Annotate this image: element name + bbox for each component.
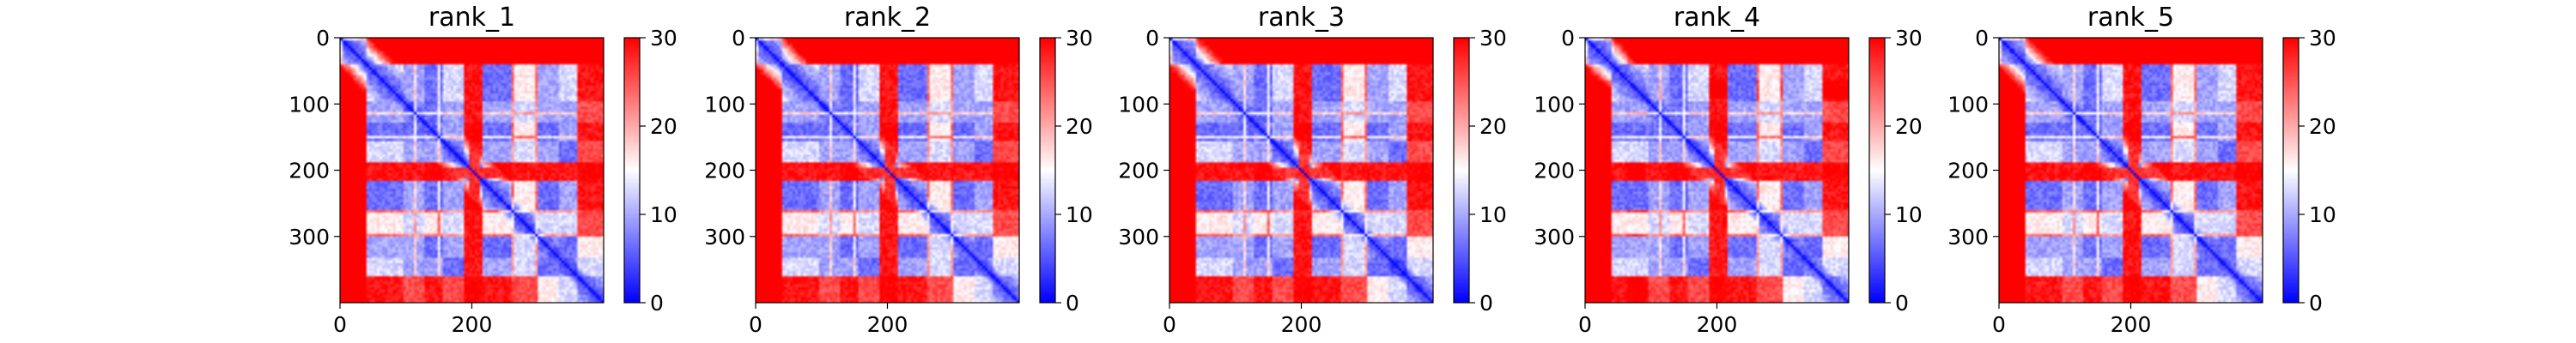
heatmap-image xyxy=(1999,38,2263,303)
colorbar-tick-label: 30 xyxy=(1066,26,1093,51)
colorbar-tick-label: 10 xyxy=(1066,202,1093,227)
heatmap-panel-2: rank_2 0 100 200 300 0 200 0 10 20 30 xyxy=(704,3,1093,337)
colorbar-frame xyxy=(2282,37,2300,304)
y-tick-label: 300 xyxy=(1118,225,1159,250)
colorbar-tick-label: 20 xyxy=(650,114,677,139)
colorbar-tick-label: 10 xyxy=(650,202,677,227)
x-tick-label: 0 xyxy=(1992,312,2006,337)
colorbar-tick-label: 30 xyxy=(1895,26,1923,51)
colorbar-tick-label: 10 xyxy=(1895,202,1923,227)
y-tick-label: 0 xyxy=(732,26,745,51)
chart-title: rank_2 xyxy=(844,3,931,33)
y-tick-label: 300 xyxy=(704,225,745,250)
x-tick-label: 0 xyxy=(333,312,347,337)
y-tick-label: 0 xyxy=(1561,26,1575,51)
chart-title: rank_1 xyxy=(428,3,515,33)
colorbar-tick-label: 0 xyxy=(1895,291,1909,316)
x-tick-label: 200 xyxy=(1281,312,1322,337)
colorbar-frame xyxy=(1039,37,1056,304)
y-tick-label: 0 xyxy=(316,26,330,51)
y-tick-label: 100 xyxy=(1118,92,1159,117)
colorbar-tick-label: 0 xyxy=(1066,291,1079,316)
colorbar-tick-label: 0 xyxy=(650,291,664,316)
y-tick-label: 100 xyxy=(1947,92,1989,117)
y-tick-label: 100 xyxy=(289,92,330,117)
y-tick-label: 200 xyxy=(1534,159,1575,184)
x-tick-label: 200 xyxy=(452,312,493,337)
y-tick-label: 300 xyxy=(1534,225,1575,250)
y-tick-label: 300 xyxy=(289,225,330,250)
y-tick-label: 200 xyxy=(1118,159,1159,184)
colorbar-gradient xyxy=(1454,38,1469,303)
heatmap-image xyxy=(756,38,1019,303)
colorbar-frame xyxy=(623,37,641,304)
colorbar-tick-label: 20 xyxy=(1066,114,1093,139)
colorbar-tick-label: 20 xyxy=(1479,114,1507,139)
x-tick-label: 200 xyxy=(867,312,908,337)
colorbar-tick-label: 10 xyxy=(1479,202,1507,227)
heatmap-panel-1: rank_1 0 100 200 300 0 200 0 10 20 30 xyxy=(289,3,677,337)
chart-title: rank_3 xyxy=(1258,3,1345,33)
colorbar-frame xyxy=(1453,37,1470,304)
heatmap-panel-5: rank_5 0 100 200 300 0 200 0 10 20 30 xyxy=(1947,3,2336,337)
y-tick-label: 0 xyxy=(1975,26,1989,51)
x-tick-label: 0 xyxy=(1163,312,1176,337)
heatmap-image xyxy=(340,38,604,303)
x-tick-label: 0 xyxy=(749,312,762,337)
colorbar-tick-label: 0 xyxy=(1479,291,1493,316)
y-tick-label: 200 xyxy=(289,159,330,184)
chart-title: rank_4 xyxy=(1674,3,1760,33)
colorbar-tick-label: 30 xyxy=(2309,26,2336,51)
colorbar-frame xyxy=(1868,37,1886,304)
y-tick-label: 0 xyxy=(1145,26,1159,51)
heatmap-image xyxy=(1170,38,1433,303)
colorbar-gradient xyxy=(2283,38,2299,303)
colorbar-tick-label: 0 xyxy=(2309,291,2323,316)
heatmap-panel-4: rank_4 0 100 200 300 0 200 0 10 20 30 xyxy=(1534,3,1923,337)
x-tick-label: 200 xyxy=(1697,312,1738,337)
colorbar-tick-label: 30 xyxy=(650,26,677,51)
colorbar-gradient xyxy=(1040,38,1055,303)
y-tick-label: 200 xyxy=(704,159,745,184)
colorbar-gradient xyxy=(624,38,640,303)
colorbar-tick-label: 10 xyxy=(2309,202,2336,227)
y-tick-label: 200 xyxy=(1947,159,1989,184)
colorbar-tick-label: 30 xyxy=(1479,26,1507,51)
y-tick-label: 100 xyxy=(704,92,745,117)
y-tick-label: 300 xyxy=(1947,225,1989,250)
heatmap-image xyxy=(1585,38,1849,303)
y-tick-label: 100 xyxy=(1534,92,1575,117)
x-tick-label: 0 xyxy=(1578,312,1592,337)
x-tick-label: 200 xyxy=(2111,312,2152,337)
colorbar-gradient xyxy=(1869,38,1885,303)
chart-title: rank_5 xyxy=(2087,3,2174,33)
colorbar-tick-label: 20 xyxy=(1895,114,1923,139)
colorbar-tick-label: 20 xyxy=(2309,114,2336,139)
heatmap-panel-3: rank_3 0 100 200 300 0 200 0 10 20 30 xyxy=(1118,3,1507,337)
